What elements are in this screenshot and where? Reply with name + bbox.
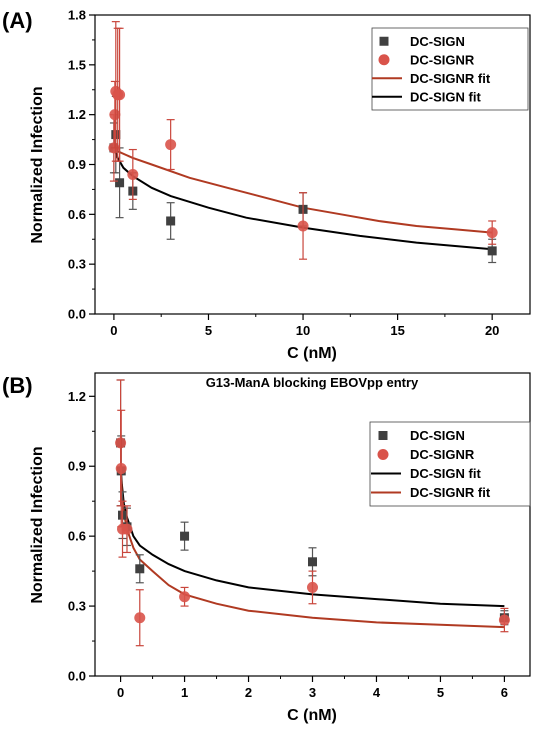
x-axis-label: C (nM) [287, 707, 337, 724]
legend-label: DC-SIGNR fit [410, 71, 491, 86]
plot-area [115, 379, 510, 647]
y-tick-label: 1.2 [68, 389, 86, 404]
x-tick-label: 10 [296, 323, 310, 338]
y-tick-label: 0.3 [68, 599, 86, 614]
plot-area [108, 21, 498, 264]
data-point [165, 139, 177, 151]
y-tick-label: 0.9 [68, 459, 86, 474]
data-point [134, 612, 146, 624]
data-point [179, 591, 191, 603]
y-tick-label: 0.6 [68, 207, 86, 222]
data-point [498, 614, 510, 626]
legend-item: DC-SIGN [378, 428, 465, 443]
x-tick-label: 5 [205, 323, 212, 338]
series-dc-signr [115, 379, 510, 647]
data-point [308, 557, 317, 567]
y-tick-label: 0.9 [68, 157, 86, 172]
y-axis: 0.0 0.3 0.6 0.9 1.2 1.5 1.8 [68, 8, 95, 322]
legend-circle-swatch [377, 449, 389, 460]
legend-item: DC-SIGNR [377, 447, 475, 462]
x-axis: 0 5 10 15 20 [110, 314, 499, 338]
x-tick-label: 3 [309, 685, 316, 700]
legend-square-swatch [379, 36, 389, 46]
legend-square-swatch [378, 431, 388, 440]
legend-label: DC-SIGN fit [410, 466, 481, 481]
x-tick-label: 4 [373, 685, 381, 700]
data-point [307, 581, 318, 593]
x-tick-label: 0 [117, 685, 124, 700]
x-axis-label: C (nM) [287, 345, 337, 362]
data-point [297, 220, 309, 232]
legend-item: DC-SIGNR [378, 52, 475, 67]
y-tick-label: 1.2 [68, 107, 86, 122]
panel-label: (B) [2, 373, 33, 398]
legend-label: DC-SIGNR [410, 52, 475, 67]
x-tick-label: 15 [390, 323, 404, 338]
data-point [121, 523, 133, 535]
y-tick-label: 0.0 [68, 669, 86, 684]
data-point [135, 564, 145, 574]
legend: DC-SIGN DC-SIGNR DC-SIGN fit DC-SIGNR fit [369, 421, 531, 507]
legend-item: DC-SIGNR fit [372, 71, 491, 86]
chart-title: G13-ManA blocking EBOVpp entry [206, 375, 419, 390]
data-point [487, 246, 497, 256]
series-dc-signr [108, 21, 498, 260]
y-axis-label: Normalized Infection [29, 86, 46, 243]
legend-label: DC-SIGNR fit [410, 485, 491, 500]
x-axis: 0 1 2 3 4 5 6 [117, 676, 508, 700]
y-tick-label: 0.6 [68, 529, 86, 544]
x-tick-label: 6 [501, 685, 508, 700]
legend-item: DC-SIGNR fit [371, 485, 491, 500]
y-tick-label: 1.5 [68, 57, 86, 72]
legend-label: DC-SIGN [410, 428, 465, 443]
legend-label: DC-SIGN [410, 34, 465, 49]
data-point [109, 109, 121, 121]
x-tick-label: 2 [245, 685, 252, 700]
y-axis: 0.0 0.3 0.6 0.9 1.2 [68, 389, 95, 684]
legend: DC-SIGN DC-SIGNR DC-SIGNR fit DC-SIGN fit [371, 27, 529, 111]
data-point [114, 89, 126, 101]
y-tick-label: 0.0 [68, 307, 86, 322]
data-point [486, 227, 498, 239]
data-point [127, 168, 139, 180]
fit-line-dc-sign-fit [112, 147, 493, 251]
x-tick-label: 1 [181, 685, 188, 700]
fit-line-dc-signr-fit [113, 148, 493, 234]
data-point [115, 178, 125, 188]
x-tick-label: 0 [110, 323, 117, 338]
data-point [115, 463, 127, 475]
data-point [180, 531, 190, 541]
y-tick-label: 1.8 [68, 8, 86, 23]
legend-label: DC-SIGN fit [410, 89, 481, 104]
x-tick-label: 20 [485, 323, 499, 338]
chart-panel-a: (A) 0 5 10 15 20 0.0 0.3 0.6 0.9 1.2 1.5 1.8 C (nM) No… [2, 8, 531, 362]
chart-panel-b: (B) G13-ManA blocking EBOVpp entry 0 1 2 3 4 5 6… [2, 372, 531, 724]
data-point [115, 437, 127, 449]
data-point [166, 216, 176, 226]
y-axis-label: Normalized Infection [29, 446, 46, 603]
y-tick-label: 0.3 [68, 257, 86, 272]
legend-item: DC-SIGN fit [372, 89, 481, 104]
panel-label: (A) [2, 8, 33, 33]
legend-item: DC-SIGN [379, 34, 465, 49]
legend-label: DC-SIGNR [410, 447, 475, 462]
legend-item: DC-SIGN fit [371, 466, 481, 481]
legend-circle-swatch [378, 54, 390, 66]
x-tick-label: 5 [437, 685, 444, 700]
plot-frame [94, 372, 531, 677]
